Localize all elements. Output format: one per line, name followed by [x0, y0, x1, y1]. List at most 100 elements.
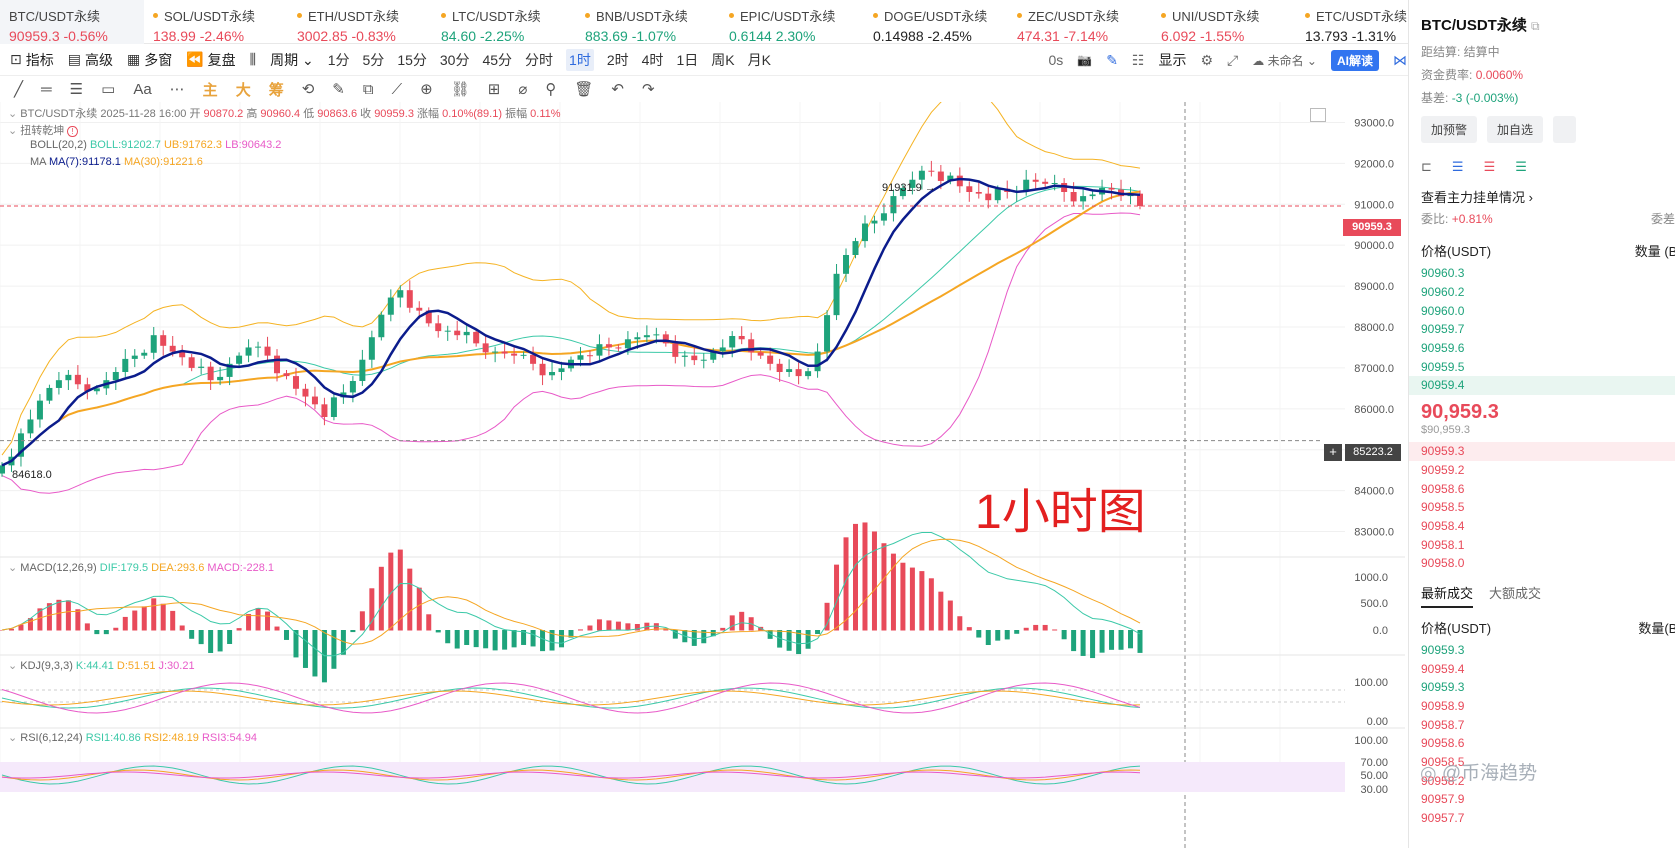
tab-btc[interactable]: BTC/USDT永续 90959.3 -0.56% [0, 0, 144, 44]
period-4[interactable]: 45分 [482, 51, 513, 68]
period-10[interactable]: 周K [711, 51, 735, 68]
replay-button[interactable]: ⏪ 复盘 [186, 50, 235, 70]
ask-row[interactable]: 90960.30 [1409, 264, 1675, 283]
draw-tool-15[interactable]: ⊞ [487, 81, 501, 98]
candles-button[interactable]: ⫼ [250, 51, 256, 68]
period-9[interactable]: 1日 [676, 51, 699, 68]
more-button[interactable] [1553, 116, 1577, 143]
macd-bar [407, 568, 413, 631]
period-3[interactable]: 30分 [439, 51, 470, 68]
ask-row[interactable]: 90959.60 [1409, 339, 1675, 358]
info-icon[interactable]: ! [67, 126, 78, 137]
main-orders-link[interactable]: 查看主力挂单情况 › [1421, 190, 1533, 205]
draw-tool-8[interactable]: 筹 [268, 81, 284, 99]
collapse-icon[interactable]: ⌄ [8, 562, 18, 574]
book-bids-icon[interactable]: ☰ [1515, 159, 1527, 174]
draw-tool-14[interactable]: ⛓ [450, 81, 470, 98]
candle-body [1023, 179, 1030, 191]
period-6[interactable]: 1时 [566, 48, 594, 71]
draw-tool-17[interactable]: ⚲ [545, 81, 557, 98]
macd-bar [284, 630, 289, 640]
display-button[interactable]: 显示 [1158, 52, 1187, 68]
add-watchlist-button[interactable]: 加自选 [1487, 116, 1544, 143]
tab-latest-trades[interactable]: 最新成交 [1421, 583, 1474, 608]
indicator-button[interactable]: ⊡ 指标 [10, 50, 54, 70]
copy-icon[interactable]: ⧉ [1531, 19, 1540, 33]
share-icon[interactable]: ⋈ [1393, 51, 1407, 68]
bid-row[interactable]: 90958.00 [1409, 554, 1675, 573]
tab-doge[interactable]: DOGE/USDT永续 0.14988 -2.45% [864, 0, 1008, 44]
tab-sol[interactable]: SOL/USDT永续 138.99 -2.46% [144, 0, 288, 44]
chart-area[interactable]: 93000.0 92000.0 91000.0 90000.0 89000.0 88000… [0, 102, 1430, 848]
draw-tool-9[interactable]: ⟲ [301, 81, 315, 98]
collapse-icon[interactable]: ⌄ [8, 660, 18, 672]
draw-tool-1[interactable]: ═ [41, 80, 52, 98]
period-11[interactable]: 月K [747, 51, 771, 68]
ask-row[interactable]: 90959.70 [1409, 320, 1675, 339]
book-both-icon[interactable]: ☰ [1451, 159, 1464, 174]
ask-row[interactable]: 90959.50 [1409, 357, 1675, 376]
kline-chart[interactable]: 93000.0 92000.0 91000.0 90000.0 89000.0 88000… [0, 102, 1430, 848]
collapse-icon[interactable]: ⌄ [8, 732, 18, 744]
tab-bnb[interactable]: BNB/USDT永续 883.69 -1.07% [576, 0, 720, 44]
candle-body [473, 331, 480, 344]
book-asks-icon[interactable]: ☰ [1483, 159, 1496, 174]
draw-tool-13[interactable]: ⊕ [420, 81, 433, 98]
draw-tool-7[interactable]: 大 [235, 81, 251, 99]
tab-zec[interactable]: ZEC/USDT永续 474.31 -7.14% [1008, 0, 1152, 44]
collapse-icon[interactable]: ⌄ [8, 125, 18, 137]
tab-large-trades[interactable]: 大额成交 [1489, 585, 1542, 601]
gear-icon[interactable]: ⚙ [1200, 51, 1214, 68]
ask-row[interactable]: 90960.00 [1409, 301, 1675, 320]
bid-row[interactable]: 90959.315 [1409, 441, 1675, 461]
period-button[interactable]: 周期 ⌄ [270, 50, 314, 70]
draw-tool-3[interactable]: ▭ [101, 81, 116, 98]
period-5[interactable]: 分时 [525, 51, 554, 68]
period-0[interactable]: 1分 [327, 51, 350, 68]
list-icon[interactable]: ☷ [1131, 51, 1145, 68]
tab-etc[interactable]: ETC/USDT永续 13.793 -1.31% [1296, 0, 1440, 44]
tab-eth[interactable]: ETH/USDT永续 3002.85 -0.83% [288, 0, 432, 44]
ask-row[interactable]: 90960.20 [1409, 283, 1675, 302]
grid-button[interactable]: ▦ 多窗 [127, 50, 172, 70]
camera-icon[interactable]: 📷 [1077, 53, 1093, 67]
edit-icon[interactable]: ✎ [1106, 51, 1118, 68]
draw-tool-18[interactable]: 🗑 [574, 81, 594, 98]
basis-value: -3 (-0.003%) [1451, 91, 1519, 105]
fullscreen-icon[interactable]: ⤢ [1227, 51, 1239, 68]
high-marker: 91931.9 → [882, 182, 936, 194]
add-alert-button[interactable]: 加预警 [1421, 116, 1478, 143]
depth-view-icon[interactable]: ⊏ [1421, 159, 1432, 174]
bid-row[interactable]: 90958.50 [1409, 498, 1675, 517]
macd-bar [255, 608, 261, 631]
bid-row[interactable]: 90959.20 [1409, 461, 1675, 480]
draw-tool-12[interactable]: ⟋ [391, 80, 403, 98]
draw-tool-2[interactable]: ☰ [69, 81, 84, 98]
tab-epic[interactable]: EPIC/USDT永续 0.6144 2.30% [720, 0, 864, 44]
tab-ltc[interactable]: LTC/USDT永续 84.60 -2.25% [432, 0, 576, 44]
period-7[interactable]: 2时 [606, 51, 629, 68]
draw-tool-10[interactable]: ✎ [332, 81, 345, 98]
draw-tool-5[interactable]: ⋯ [169, 81, 185, 98]
crosshair-plus-icon[interactable]: + [1324, 444, 1342, 461]
draw-tool-11[interactable]: ⧉ [362, 80, 374, 98]
bid-row[interactable]: 90958.60 [1409, 479, 1675, 498]
period-2[interactable]: 15分 [397, 51, 427, 68]
draw-tool-16[interactable]: ⌀ [518, 81, 528, 98]
period-8[interactable]: 4时 [641, 51, 664, 68]
bid-row[interactable]: 90958.40 [1409, 517, 1675, 536]
draw-tool-6[interactable]: 主 [202, 81, 218, 99]
expand-icon[interactable] [1310, 108, 1326, 122]
collapse-icon[interactable]: ⌄ [8, 108, 18, 120]
draw-tool-4[interactable]: Aa [133, 80, 152, 98]
period-1[interactable]: 5分 [362, 51, 385, 68]
draw-tool-0[interactable]: ╱ [14, 81, 24, 98]
draw-tool-19[interactable]: ↶ [611, 81, 624, 98]
ai-analysis-button[interactable]: AI解读 [1330, 49, 1379, 71]
bid-row[interactable]: 90958.10 [1409, 535, 1675, 554]
tab-uni[interactable]: UNI/USDT永续 6.092 -1.55% [1152, 0, 1296, 44]
ask-row[interactable]: 90959.40 [1409, 376, 1675, 395]
layout-select[interactable]: ☁ 未命名 ⌄ [1252, 53, 1317, 68]
draw-tool-20[interactable]: ↷ [641, 81, 655, 98]
calendar-button[interactable]: ▤ 高级 [68, 50, 113, 70]
